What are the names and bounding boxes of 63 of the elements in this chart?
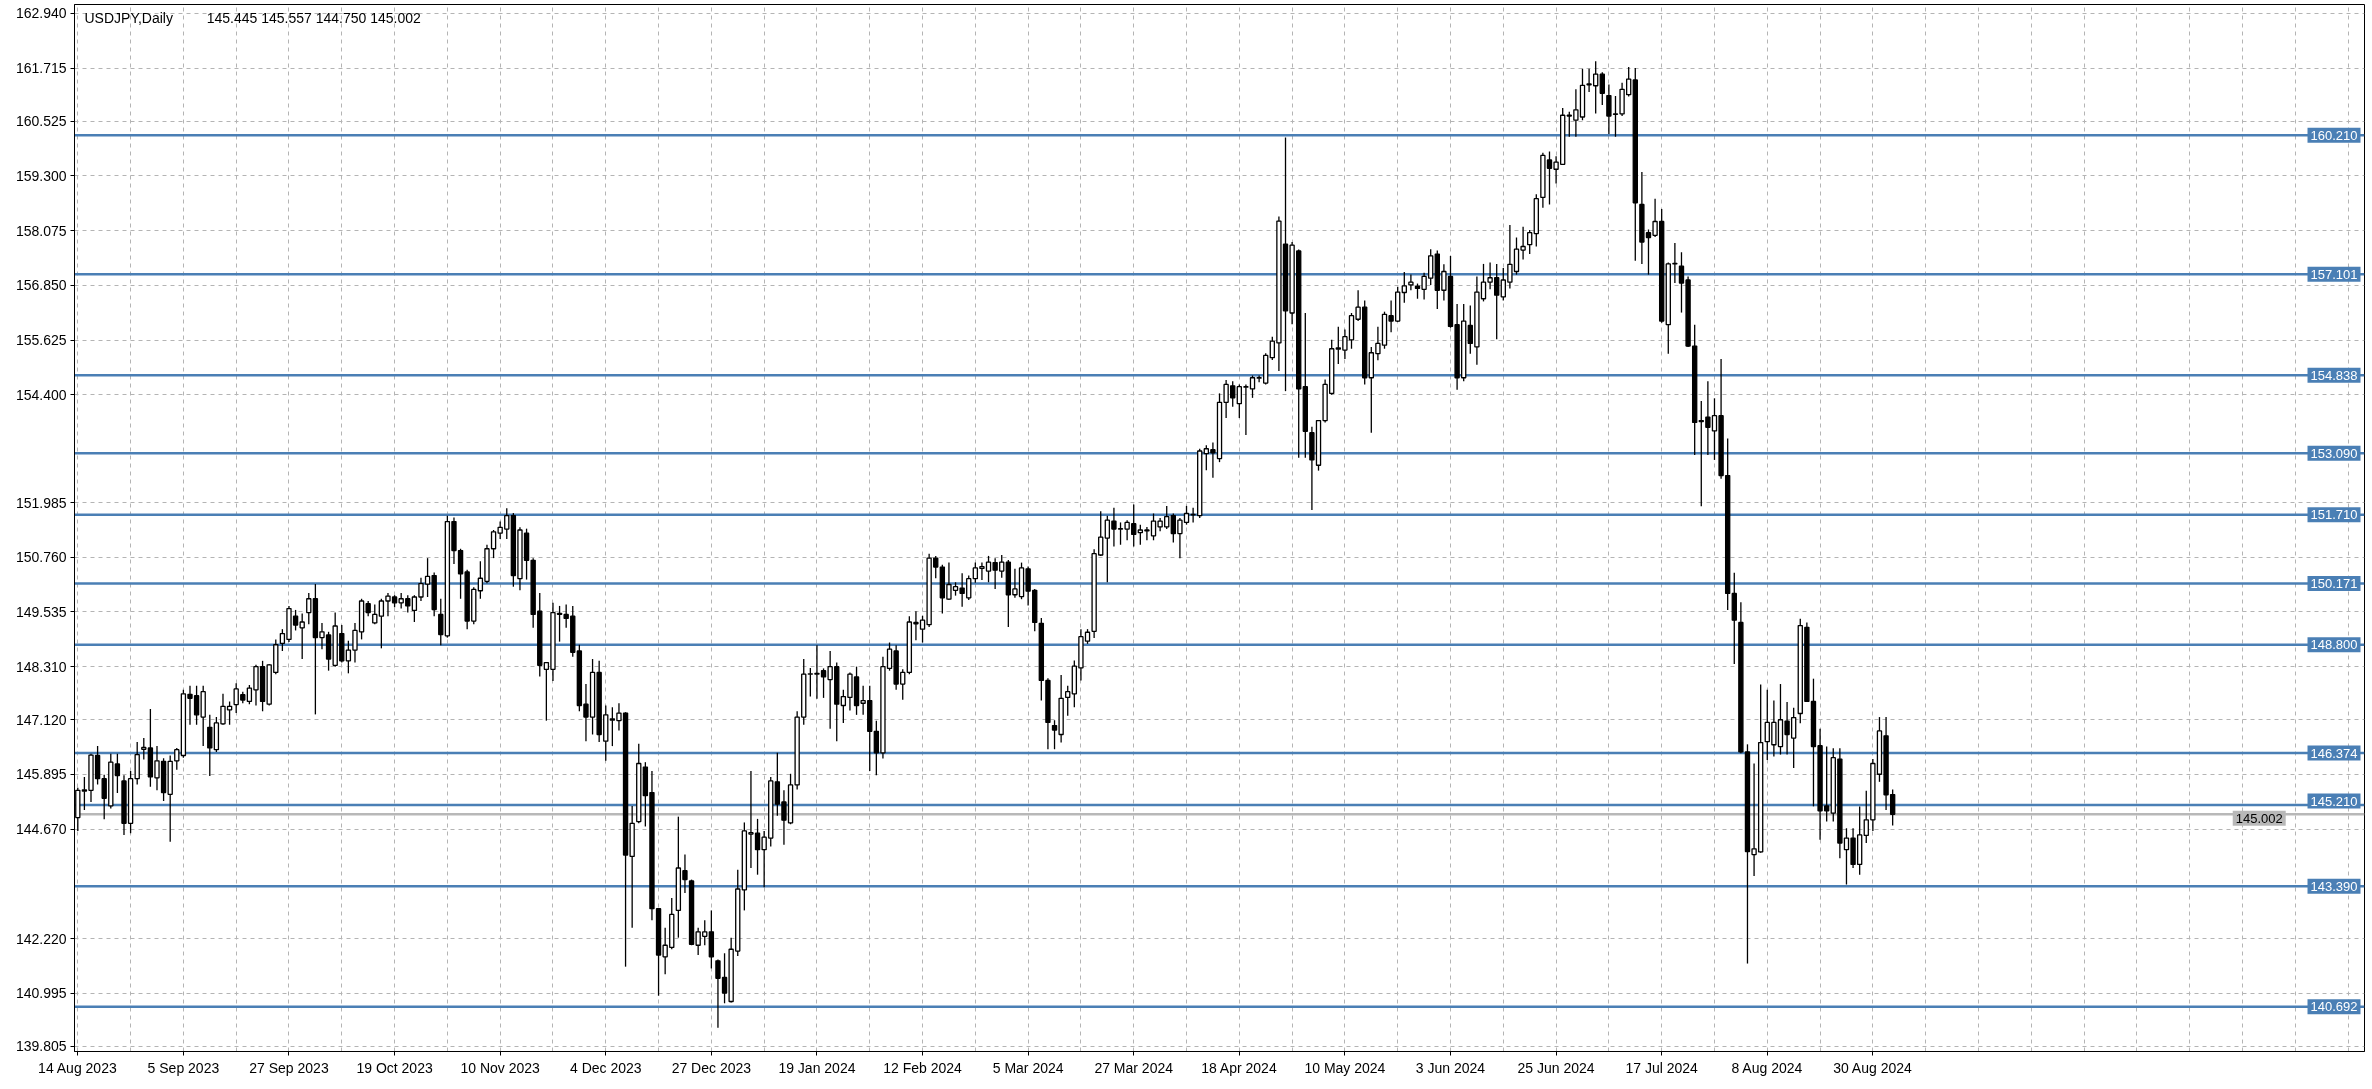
y-tick-label: 140.995: [15, 985, 67, 1002]
y-tick-label: 158.075: [15, 222, 67, 239]
x-tick-label: 3 Jun 2024: [1415, 1059, 1486, 1076]
x-tick-label: 30 Aug 2024: [1833, 1059, 1913, 1076]
y-tick-label: 145.895: [15, 766, 67, 783]
y-tick-label: 148.310: [15, 658, 67, 675]
candlestick: [1527, 229, 1533, 255]
candlestick: [114, 753, 121, 794]
ref-line-label: 145.002: [2235, 810, 2283, 826]
candlestick: [1065, 685, 1071, 717]
ref-line-label: 146.374: [2310, 745, 2358, 761]
x-tick-label: 27 Mar 2024: [1094, 1059, 1174, 1076]
chart-title: USDJPY,Daily: [84, 9, 173, 26]
y-tick-label: 161.715: [15, 60, 67, 77]
x-tick-label: 10 Nov 2023: [460, 1059, 541, 1076]
candlestick: [306, 592, 312, 625]
x-tick-label: 10 May 2024: [1304, 1059, 1386, 1076]
ref-line-label: 160.210: [2310, 127, 2358, 143]
y-tick-label: 154.400: [15, 386, 67, 403]
x-tick-label: 14 Aug 2023: [38, 1059, 117, 1076]
ref-line-label: 143.390: [2310, 878, 2358, 894]
ref-line-label: 148.800: [2310, 637, 2358, 653]
candlestick: [1599, 71, 1605, 106]
x-tick-label: 25 Jun 2024: [1517, 1059, 1595, 1076]
x-tick-label: 12 Feb 2024: [883, 1059, 963, 1076]
y-tick-label: 162.940: [15, 5, 67, 22]
y-tick-label: 149.535: [15, 603, 67, 620]
ref-line-label: 157.101: [2310, 266, 2358, 282]
y-tick-label: 139.805: [15, 1038, 67, 1055]
x-tick-label: 5 Sep 2023: [147, 1059, 220, 1076]
candlestick: [1408, 273, 1414, 291]
x-tick-label: 5 Mar 2024: [992, 1059, 1064, 1076]
candlestick: [438, 598, 444, 646]
y-tick-label: 150.760: [15, 549, 67, 566]
y-tick-label: 144.670: [15, 821, 67, 838]
chart-subtitle: 145.445 145.557 144.750 145.002: [206, 9, 421, 26]
x-tick-label: 8 Aug 2024: [1731, 1059, 1803, 1076]
y-tick-label: 159.300: [15, 167, 67, 184]
x-tick-label: 27 Sep 2023: [249, 1059, 329, 1076]
x-tick-label: 17 Jul 2024: [1625, 1059, 1699, 1076]
ref-line-label: 140.692: [2310, 999, 2358, 1015]
ref-line-label: 153.090: [2310, 445, 2358, 461]
ref-line-label: 145.210: [2310, 793, 2358, 809]
y-tick-label: 142.220: [15, 930, 67, 947]
candlestick: [207, 714, 213, 777]
candlestick: [141, 737, 147, 761]
candlestick: [345, 640, 352, 674]
x-tick-label: 19 Jan 2024: [778, 1059, 856, 1076]
x-tick-label: 4 Dec 2023: [569, 1059, 642, 1076]
x-tick-label: 27 Dec 2023: [671, 1059, 752, 1076]
ref-line-label: 154.838: [2310, 367, 2358, 383]
x-tick-label: 19 Oct 2023: [356, 1059, 433, 1076]
ref-line-label: 150.171: [2310, 576, 2358, 592]
y-tick-label: 155.625: [15, 332, 67, 349]
y-tick-label: 156.850: [15, 277, 67, 294]
ref-line-label: 151.710: [2310, 507, 2358, 523]
x-tick-label: 18 Apr 2024: [1201, 1059, 1277, 1076]
y-tick-label: 151.985: [15, 494, 67, 511]
y-tick-label: 147.120: [15, 711, 67, 728]
candlestick: [174, 747, 180, 771]
candlestick: [1401, 271, 1407, 304]
y-tick-label: 160.525: [15, 113, 67, 130]
candlestick: [1249, 374, 1256, 399]
